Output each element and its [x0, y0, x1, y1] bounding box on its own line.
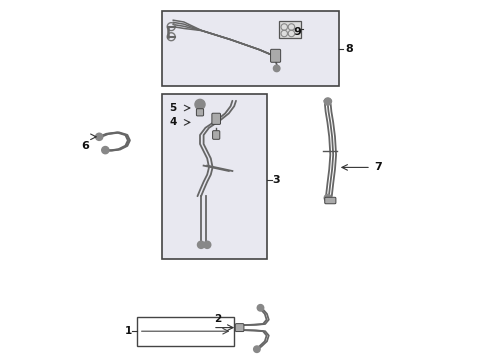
Circle shape — [254, 346, 260, 352]
Text: 2: 2 — [215, 314, 221, 324]
FancyBboxPatch shape — [196, 109, 204, 116]
FancyBboxPatch shape — [213, 131, 220, 139]
Circle shape — [257, 305, 264, 311]
Bar — [162, 94, 267, 259]
FancyBboxPatch shape — [325, 197, 336, 204]
Bar — [137, 317, 234, 346]
Text: 1: 1 — [124, 326, 132, 336]
Text: 8: 8 — [346, 44, 354, 54]
Circle shape — [96, 133, 103, 140]
Circle shape — [195, 99, 205, 109]
Circle shape — [273, 65, 280, 72]
Text: 7: 7 — [374, 162, 382, 172]
FancyBboxPatch shape — [235, 324, 244, 332]
Circle shape — [197, 241, 205, 248]
Text: 3: 3 — [272, 175, 280, 185]
Circle shape — [102, 147, 109, 154]
Text: 6: 6 — [81, 141, 89, 151]
Bar — [162, 11, 339, 86]
Text: 4: 4 — [169, 117, 176, 127]
Circle shape — [324, 98, 331, 105]
FancyBboxPatch shape — [212, 113, 220, 124]
Bar — [279, 21, 301, 38]
Circle shape — [324, 194, 331, 202]
Text: 5: 5 — [170, 103, 176, 113]
FancyBboxPatch shape — [270, 49, 281, 62]
Text: 9: 9 — [294, 27, 301, 37]
Circle shape — [204, 241, 211, 248]
